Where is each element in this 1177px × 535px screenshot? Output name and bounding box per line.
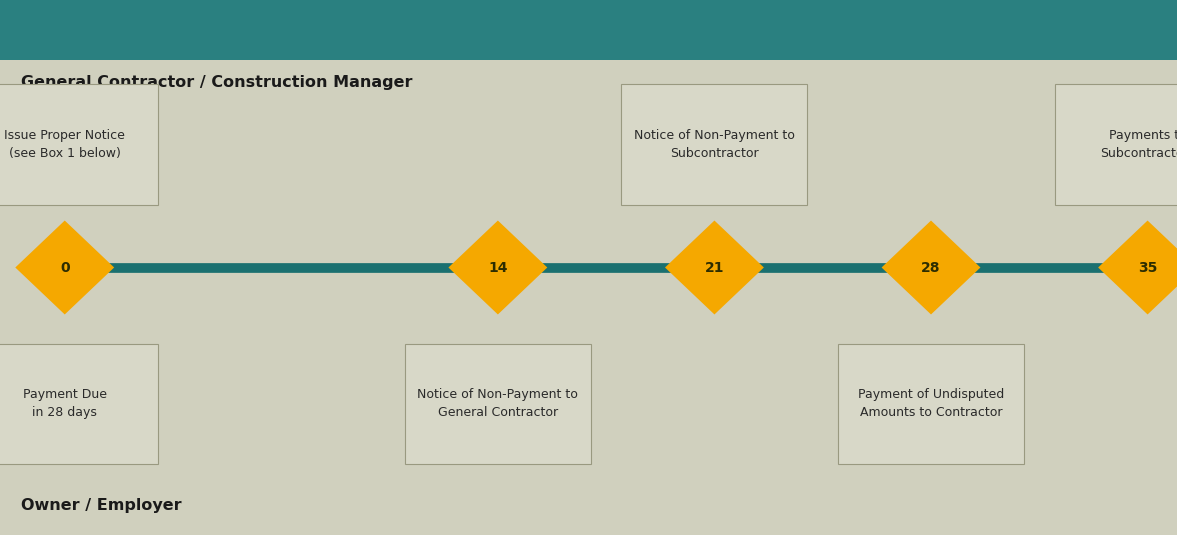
Text: Issue Proper Notice
(see Box 1 below): Issue Proper Notice (see Box 1 below) <box>5 129 125 160</box>
Text: Payment Due
in 28 days: Payment Due in 28 days <box>22 388 107 419</box>
Polygon shape <box>1098 220 1177 315</box>
Polygon shape <box>448 220 547 315</box>
Polygon shape <box>882 220 980 315</box>
Text: 14: 14 <box>488 261 507 274</box>
FancyBboxPatch shape <box>1055 85 1177 205</box>
Text: General Contractor / Construction Manager: General Contractor / Construction Manage… <box>21 75 413 90</box>
Text: Notice of Non-Payment to
General Contractor: Notice of Non-Payment to General Contrac… <box>418 388 578 419</box>
FancyBboxPatch shape <box>0 343 158 464</box>
FancyBboxPatch shape <box>838 343 1024 464</box>
Text: 28: 28 <box>922 261 940 274</box>
FancyBboxPatch shape <box>0 0 1177 60</box>
Text: Payments to
Subcontractors: Payments to Subcontractors <box>1100 129 1177 160</box>
Text: PROMPT PAYMENT TIMELINES: PROMPT PAYMENT TIMELINES <box>21 21 298 39</box>
Text: Payment of Undisputed
Amounts to Contractor: Payment of Undisputed Amounts to Contrac… <box>858 388 1004 419</box>
Polygon shape <box>15 220 114 315</box>
Text: 35: 35 <box>1138 261 1157 274</box>
FancyBboxPatch shape <box>0 85 158 205</box>
FancyBboxPatch shape <box>621 85 807 205</box>
Text: Notice of Non-Payment to
Subcontractor: Notice of Non-Payment to Subcontractor <box>634 129 794 160</box>
FancyBboxPatch shape <box>405 343 591 464</box>
Text: 0: 0 <box>60 261 69 274</box>
Text: Owner / Employer: Owner / Employer <box>21 498 181 513</box>
Text: 21: 21 <box>705 261 724 274</box>
Polygon shape <box>665 220 764 315</box>
